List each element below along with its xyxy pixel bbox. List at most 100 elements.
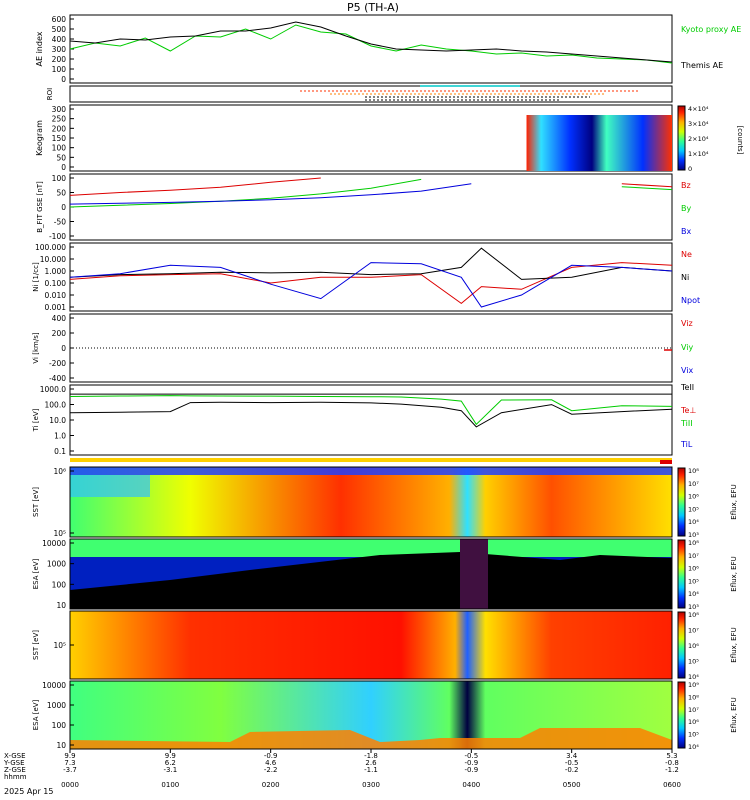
keogram-colorbar-label: [counts] [736,126,744,155]
legend-ni: Ni [681,273,689,282]
sst-elec-colorbar-tick-label: 10⁷ [688,627,699,635]
legend-teii: TeII [680,383,694,392]
density-line-series-2 [69,262,673,308]
sst-elec-spectrogram [70,611,672,679]
panel-esa-elec: ESA [eV] 10000 1000 100 10 10⁹ 10⁸ 10⁷ 10⁶ 10⁵ 1… [32,680,738,751]
legend-viy: Viy [681,343,694,352]
ae-line-series-0 [69,24,673,64]
legend-kyoto-proxy-ae: Kyoto proxy AE [681,25,741,34]
esa-elec-colorbar-tick-label: 10⁵ [688,731,699,739]
sst-ion-spectrogram [70,467,672,537]
ae-y-tick-label: 0 [61,75,66,84]
sst-ion-top-band [70,467,672,475]
esa-elec-colorbar-tick-label: 10⁷ [688,706,699,714]
panel-sst-elec-ylabel: SST [eV] [32,630,40,660]
ae-y-tick-label: 600 [52,15,67,24]
legend-til: TiL [680,440,693,449]
density-line-series-0 [69,262,673,305]
keogram-colorbar-tick-label: 2×10⁴ [688,135,709,143]
keogram-colorbar-tick-label: 4×10⁴ [688,105,709,113]
density-y-tick-label: 0.010 [45,291,67,300]
velocity-y-tick-label: -200 [49,359,66,368]
panel-ae-frame [69,14,673,84]
panel-bfield: B_FIT GSE [nT] 100 50 0 -50 -100 Bz By Bx [36,173,691,241]
ephemeris-y-gse: 4.6 [265,759,277,767]
ephemeris-x-gse: 5.3 [666,752,677,760]
sst-elec-colorbar-tick-label: 10⁸ [688,611,699,619]
ephemeris-x-gse: 3.4 [566,752,578,760]
legend-viz: Viz [681,319,693,328]
sst-ion-colorbar-tick-label: 10³ [688,531,699,539]
esa-ion-colorbar-tick-label: 10⁵ [688,577,699,585]
esa-ion-colorbar-label: Eflux, EFU [730,556,738,591]
panel-ae-ylabel: AE index [35,31,44,66]
ae-y-tick-label: 300 [52,45,67,54]
density-y-tick-label: 0.100 [45,279,67,288]
sst-ion-colorbar-tick-label: 10⁷ [688,480,699,488]
bfield-line-series-1 [69,178,673,208]
bfield-y-tick-label: -100 [49,232,66,241]
temperature-line-series-2 [69,395,673,426]
sst-ion-left-block [70,475,150,497]
density-y-tick-label: 100.000 [35,243,66,252]
esa-ion-y-tick-label: 10 [56,601,66,610]
bfield-y-tick-label: 0 [61,203,66,212]
esa-elec-y-tick-label: 10 [56,741,66,750]
ephemeris-z-gse: -2.2 [264,766,278,774]
panel-keogram-ylabel: Keogram [35,120,44,156]
ephemeris-row-label: X-GSE [4,752,26,760]
ephemeris-y-gse: -0.9 [464,759,478,767]
esa-elec-low-energy-band [70,728,672,749]
bfield-y-tick-label: -50 [54,218,66,227]
keogram-y-tick-label: 200 [52,124,67,133]
esa-elec-colorbar-tick-label: 10⁹ [688,681,699,689]
temperature-y-tick-label: 1.0 [54,432,66,441]
keogram-colorbar [677,105,686,171]
sst-ion-colorbar-label: Eflux, EFU [730,484,738,519]
sst-elec-colorbar [677,611,686,679]
esa-ion-colorbar-tick-label: 10³ [688,603,699,611]
velocity-y-tick-label: 400 [52,314,67,323]
sst-elec-y-tick-label: 10⁵ [53,641,66,650]
keogram-y-tick-label: 250 [52,115,67,124]
ephemeris-row-label: Z-GSE [4,766,26,774]
esa-ion-high-band [70,539,672,557]
sst-ion-colorbar-tick-label: 10⁵ [688,505,699,513]
esa-elec-colorbar-tick-label: 10⁸ [688,693,699,701]
panel-esa-elec-ylabel: ESA [eV] [32,699,40,730]
temperature-y-tick-label: 0.1 [54,447,66,456]
legend-ne: Ne [681,250,692,259]
bfield-line-series-2 [69,183,472,205]
sst-ion-y-tick-label: 10⁶ [53,467,66,476]
temperature-line-black [69,401,673,428]
panel-sst-ion-ylabel: SST [eV] [32,487,40,517]
temperature-y-tick-label: 1000.0 [40,385,66,394]
ephemeris-z-gse: -1.2 [665,766,679,774]
esa-elec-y-tick-label: 10000 [42,681,66,690]
ephemeris-x-gse: 9.9 [165,752,176,760]
date-label: 2025 Apr 15 [4,787,53,796]
sst-elec-colorbar-label: Eflux, EFU [730,627,738,662]
ae-line-series-1 [69,21,673,63]
legend-te-perp: Te⊥ [680,406,696,415]
esa-elec-colorbar-tick-label: 10⁴ [688,743,699,751]
panel-roi-frame [69,85,673,103]
panel-temperature: Ti [eV] 1000.0 100.0 10.0 1.0 0.1 TeII Te⊥ T… [32,383,696,456]
panel-velocity: Vi [km/s] 400 200 0 -200 -400 Viz Viy Vix [32,313,694,383]
esa-elec-colorbar-tick-label: 10⁶ [688,718,699,726]
esa-ion-colorbar-tick-label: 10⁴ [688,590,699,598]
legend-by: By [681,204,691,213]
ephemeris-hhmm: 0500 [563,781,581,789]
ephemeris-x-gse: 9.9 [64,752,75,760]
esa-ion-colorbar [677,539,686,609]
panel-esa-ion-ylabel: ESA [eV] [32,558,40,589]
keogram-y-tick-label: 100 [52,144,67,153]
legend-tiii: TiII [680,419,693,428]
esa-ion-colorbar-tick-label: 10⁸ [688,539,699,547]
panel-sst-elec: SST [eV] 10⁵ 10⁸ 10⁷ 10⁶ 10⁵ 10⁴ Eflux, EFU [32,610,738,681]
ephemeris-hhmm: 0400 [462,781,480,789]
bfield-y-tick-label: 50 [56,189,66,198]
esa-ion-y-tick-label: 1000 [47,560,66,569]
sst-ion-y-tick-label: 10⁵ [53,529,66,538]
keogram-colorbar-tick-label: 1×10⁴ [688,150,709,158]
